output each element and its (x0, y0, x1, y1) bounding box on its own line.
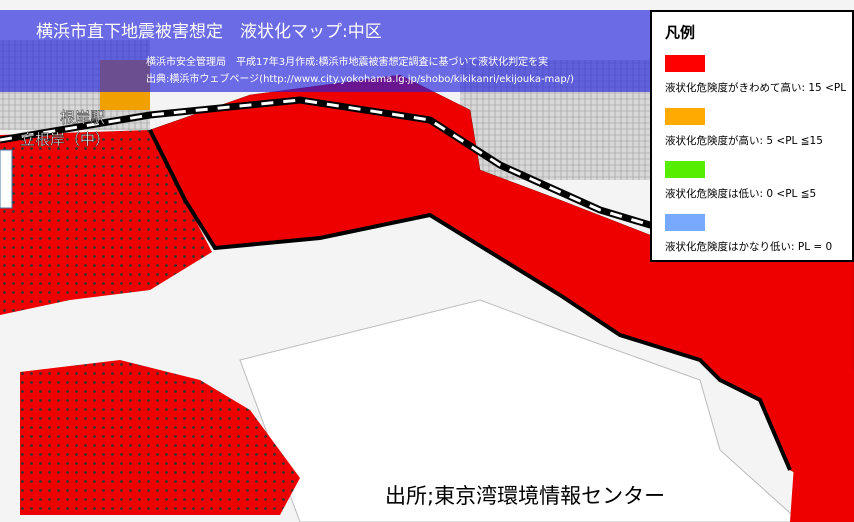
legend-swatch (665, 214, 705, 231)
legend-label: 液状化危険度はかなり低い: PL = 0 (665, 240, 832, 253)
map-label: 立根岸（中） (20, 131, 110, 149)
legend-title: 凡例 (665, 24, 695, 42)
legend-label: 液状化危険度は低い: 0 <PL ≦5 (665, 187, 816, 200)
header-band (0, 10, 650, 92)
legend-swatch (665, 108, 705, 125)
map-title: 横浜市直下地震被害想定 液状化マップ:中区 (36, 22, 382, 42)
legend: 凡例 液状化危険度がきわめて高い: 15 <PL 液状化危険度が高い: 5 <PL… (650, 10, 854, 262)
legend-swatch (665, 55, 705, 72)
source: 出所;東京湾環境情報センター (385, 484, 665, 508)
legend-label: 液状化危険度がきわめて高い: 15 <PL (665, 81, 846, 94)
legend-label: 液状化危険度が高い: 5 <PL ≦15 (665, 134, 823, 147)
header-line: 横浜市安全管理局 平成17年3月作成:横浜市地震被害想定調査に基づいて液状化判定… (146, 55, 548, 68)
map-label: 根岸駅 (60, 109, 105, 127)
legend-swatch (665, 161, 705, 178)
header-line: 出典:横浜市ウェブページ(http://www.city.yokohama.lg… (146, 72, 574, 85)
